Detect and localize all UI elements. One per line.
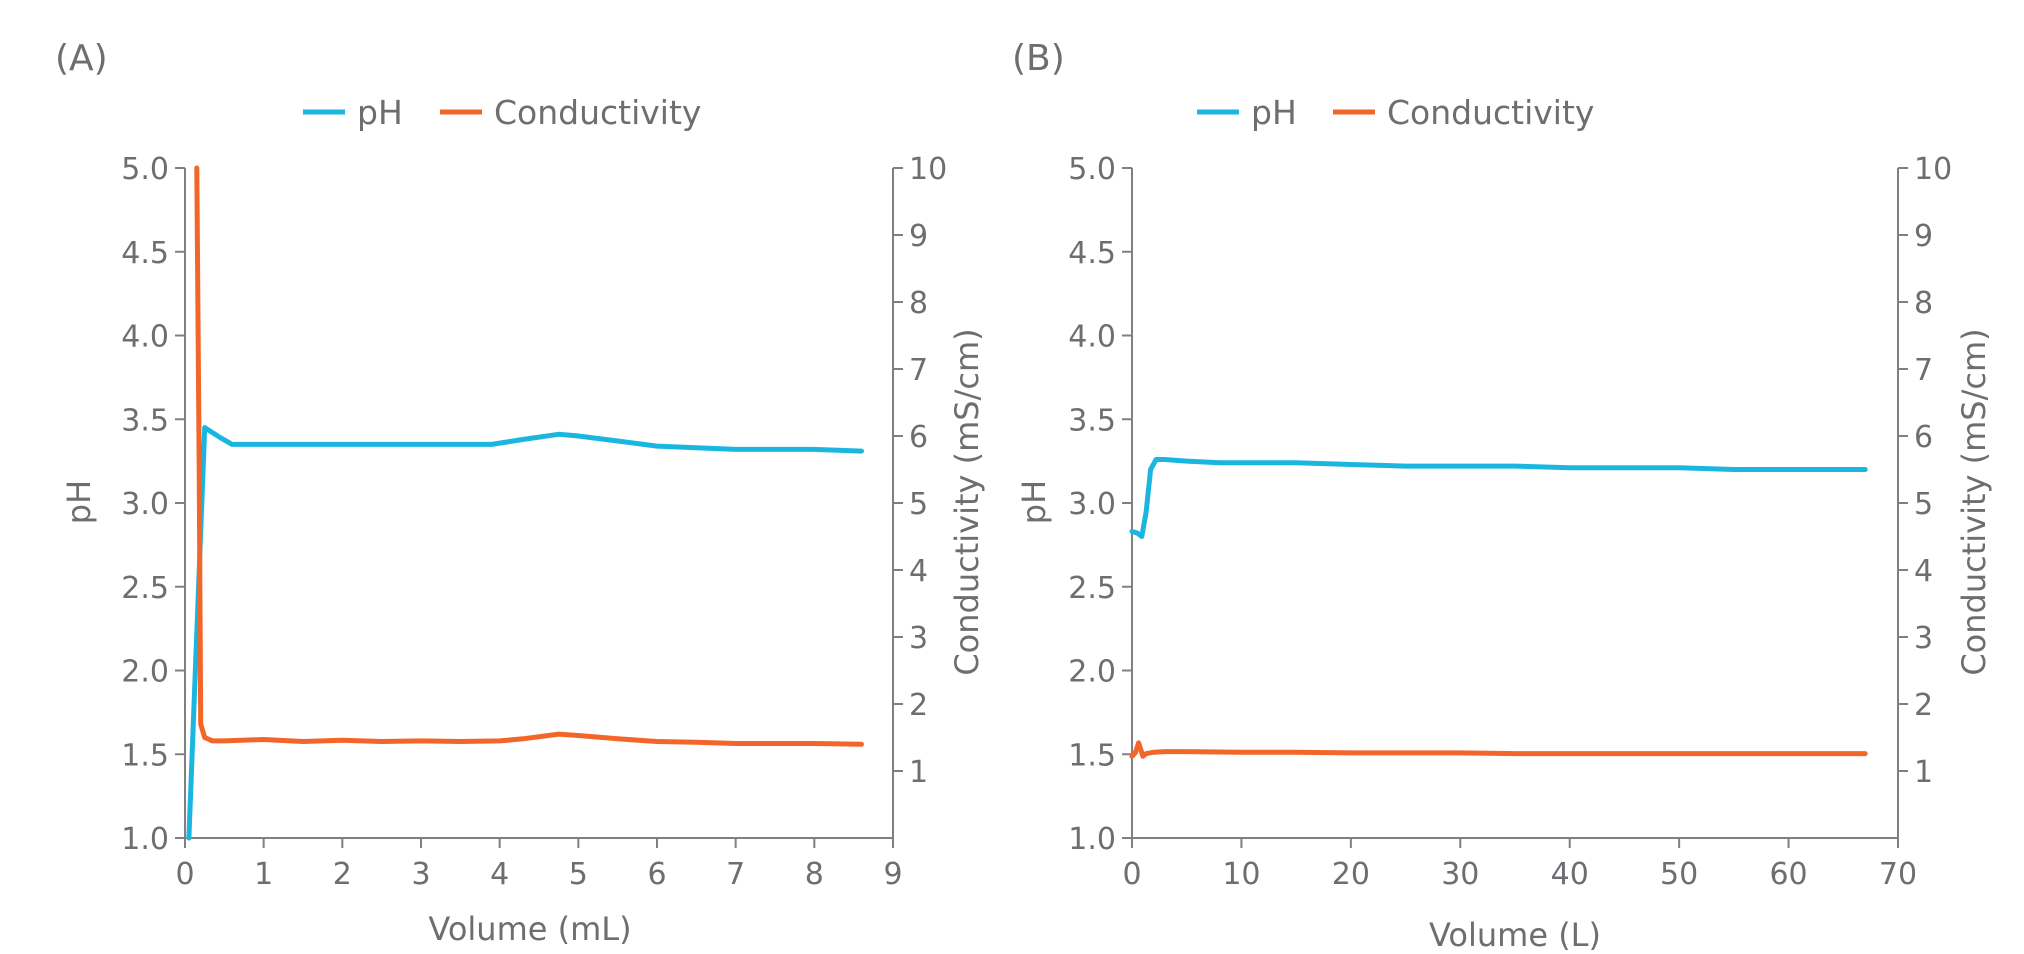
- legend-label-ph: pH: [357, 93, 403, 132]
- y-left-tick-label: 1.5: [121, 738, 169, 773]
- series-line-ph: [1129, 457, 1868, 539]
- panel-b-label: (B): [1012, 38, 1065, 79]
- y-axis-left-title: pH: [1015, 480, 1053, 524]
- x-tick-label: 8: [805, 857, 824, 892]
- y-left-tick-label: 4.5: [121, 236, 169, 271]
- x-tick-label: 40: [1551, 857, 1589, 892]
- y-right-tick-label: 3: [1914, 621, 1933, 656]
- y-right-tick-label: 4: [1914, 554, 1933, 589]
- y-left-tick-label: 1.0: [121, 822, 169, 857]
- y-left-tick-label: 1.5: [1068, 738, 1116, 773]
- x-tick-label: 20: [1332, 857, 1370, 892]
- x-tick-label: 0: [1122, 857, 1141, 892]
- series-line-conductivity: [194, 165, 864, 747]
- x-tick-label: 10: [1222, 857, 1260, 892]
- y-axis-left-title: pH: [60, 480, 98, 524]
- x-axis-title: Volume (mL): [428, 910, 631, 948]
- y-left-tick-label: 3.0: [121, 487, 169, 522]
- y-right-tick-label: 7: [909, 353, 928, 388]
- y-left-tick-label: 2.0: [1068, 655, 1116, 690]
- y-left-tick-label: 3.5: [1068, 403, 1116, 438]
- y-left-tick-label: 2.0: [121, 655, 169, 690]
- y-right-tick-label: 2: [1914, 688, 1933, 723]
- x-tick-label: 30: [1441, 857, 1479, 892]
- x-tick-label: 6: [647, 857, 666, 892]
- y-right-tick-label: 9: [1914, 219, 1933, 254]
- y-left-tick-label: 4.0: [121, 320, 169, 355]
- y-right-tick-label: 7: [1914, 353, 1933, 388]
- x-tick-label: 70: [1879, 857, 1917, 892]
- y-left-tick-label: 5.0: [1068, 152, 1116, 187]
- y-axis-right-title: Conductivity (mS/cm): [1955, 328, 1993, 675]
- y-right-tick-label: 1: [1914, 755, 1933, 790]
- y-left-tick-label: 2.5: [121, 571, 169, 606]
- y-right-tick-label: 5: [1914, 487, 1933, 522]
- x-tick-label: 2: [333, 857, 352, 892]
- y-axis-right-title: Conductivity (mS/cm): [948, 328, 986, 675]
- y-right-tick-label: 6: [909, 420, 928, 455]
- x-tick-label: 4: [490, 857, 509, 892]
- series-line-conductivity: [1129, 740, 1868, 759]
- panel-a: (A) pH Conductivity Volume (mL) pH Condu…: [55, 38, 986, 948]
- y-right-tick-label: 3: [909, 621, 928, 656]
- x-tick-label: 3: [411, 857, 430, 892]
- legend: pH Conductivity: [1197, 93, 1594, 132]
- y-right-tick-label: 9: [909, 219, 928, 254]
- y-left-tick-label: 4.5: [1068, 236, 1116, 271]
- y-left-tick-label: 3.5: [121, 403, 169, 438]
- x-tick-label: 50: [1660, 857, 1698, 892]
- y-right-tick-label: 6: [1914, 420, 1933, 455]
- legend-label-conductivity: Conductivity: [494, 93, 701, 132]
- x-tick-label: 9: [883, 857, 902, 892]
- y-right-tick-label: 4: [909, 554, 928, 589]
- legend: pH Conductivity: [303, 93, 701, 132]
- x-axis-title: Volume (L): [1429, 916, 1601, 954]
- legend-label-ph: pH: [1251, 93, 1297, 132]
- y-right-tick-label: 8: [909, 286, 928, 321]
- legend-label-conductivity: Conductivity: [1387, 93, 1594, 132]
- y-left-tick-label: 1.0: [1068, 822, 1116, 857]
- panel-a-label: (A): [55, 38, 108, 79]
- x-tick-label: 7: [726, 857, 745, 892]
- series-line-ph: [186, 425, 864, 841]
- y-left-tick-label: 4.0: [1068, 320, 1116, 355]
- x-tick-label: 0: [175, 857, 194, 892]
- y-right-tick-label: 10: [1914, 152, 1952, 187]
- y-right-tick-label: 10: [909, 152, 947, 187]
- y-right-tick-label: 8: [1914, 286, 1933, 321]
- y-left-tick-label: 3.0: [1068, 487, 1116, 522]
- panel-b: (B) pH Conductivity Volume (L) pH Conduc…: [1012, 38, 1993, 954]
- y-left-tick-label: 2.5: [1068, 571, 1116, 606]
- y-right-tick-label: 2: [909, 688, 928, 723]
- y-right-tick-label: 5: [909, 487, 928, 522]
- y-right-tick-label: 1: [909, 755, 928, 790]
- x-tick-label: 5: [569, 857, 588, 892]
- x-tick-label: 60: [1769, 857, 1807, 892]
- x-tick-label: 1: [254, 857, 273, 892]
- y-left-tick-label: 5.0: [121, 152, 169, 187]
